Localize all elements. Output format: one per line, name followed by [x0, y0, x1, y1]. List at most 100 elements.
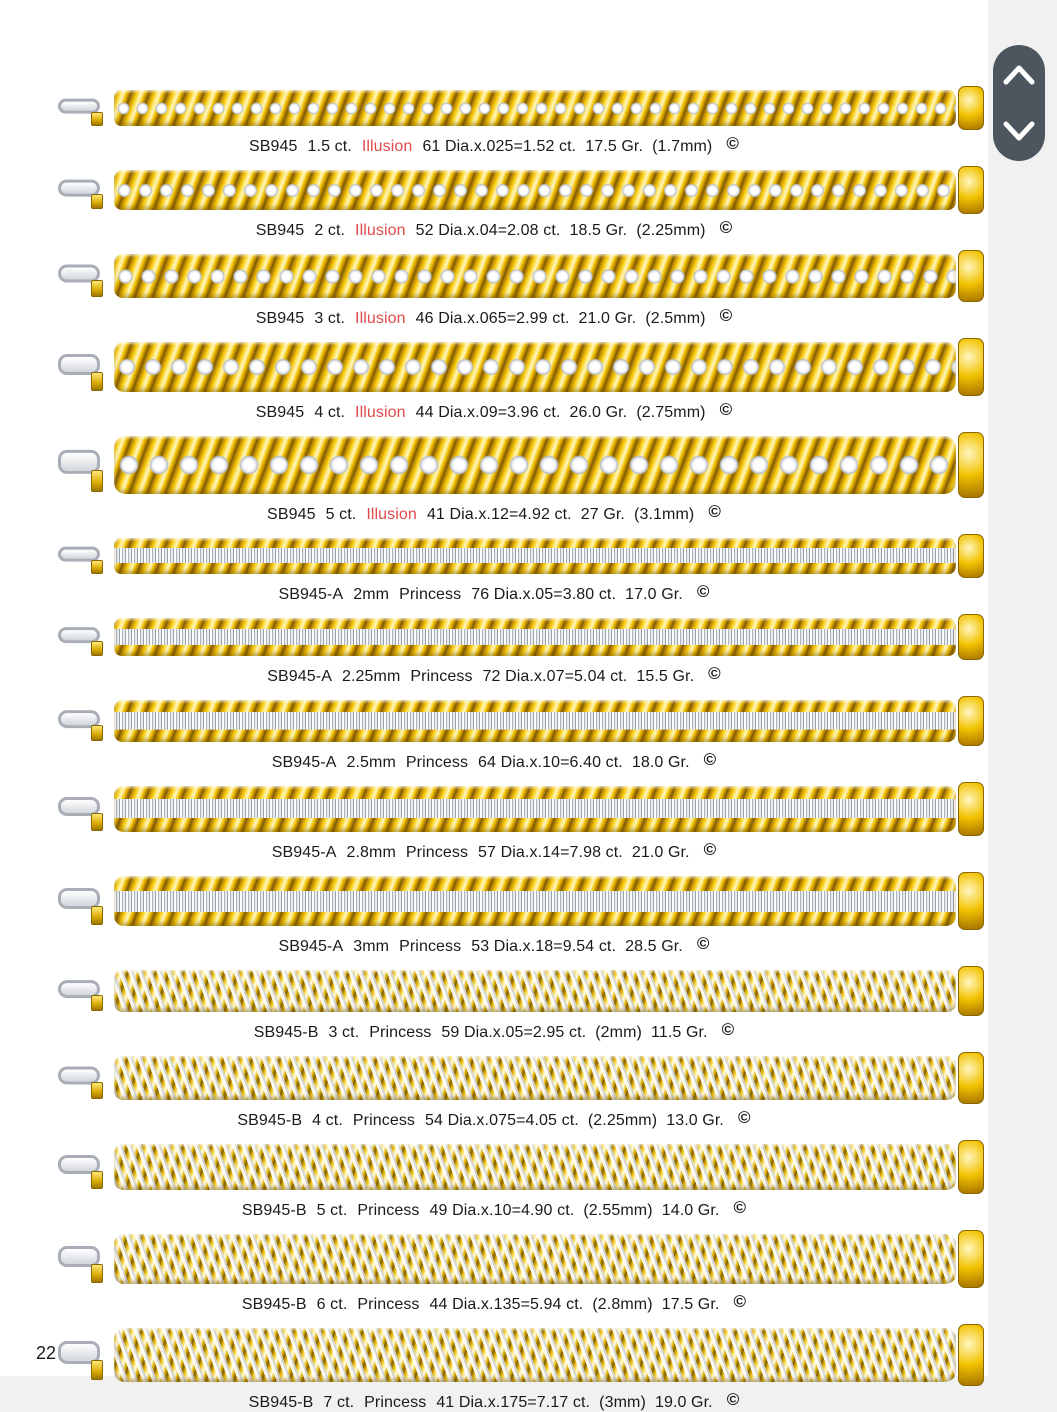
box-clasp-icon — [958, 1140, 984, 1194]
specs-label: 44 Dia.x.09=3.96 ct. 26.0 Gr. (2.75mm) — [415, 404, 706, 421]
size-label: 1.5 ct. — [307, 138, 352, 155]
copyright-symbol: © — [708, 502, 721, 521]
size-label: 2 ct. — [314, 222, 346, 239]
clasp-icon — [58, 338, 114, 396]
box-clasp-icon — [958, 782, 984, 836]
style-label: Illusion — [355, 310, 406, 327]
size-label: 4 ct. — [312, 1112, 343, 1129]
clasp-nub-icon — [91, 193, 103, 210]
box-clasp-icon — [958, 338, 984, 396]
clasp-nub-icon — [91, 640, 103, 656]
specs-label: 44 Dia.x.135=5.94 ct. (2.8mm) 17.5 Gr. — [429, 1296, 720, 1313]
bracelet-image — [58, 1140, 984, 1194]
chain-body — [114, 342, 956, 392]
clasp-tongue-icon — [58, 98, 100, 114]
clasp-tongue-icon — [58, 1245, 100, 1267]
copyright-symbol: © — [733, 1198, 747, 1217]
style-label: Illusion — [355, 404, 406, 421]
clasp-icon — [58, 86, 114, 130]
bracelet-caption: SB945-B 5 ct. Princess 49 Dia.x.10=4.90 ct.… — [0, 1199, 988, 1220]
bracelet-caption: SB945-B 3 ct. Princess 59 Dia.x.05=2.95 ct.… — [0, 1021, 988, 1042]
bracelet-image — [58, 782, 984, 836]
model-label: SB945-A — [271, 844, 337, 861]
box-clasp-icon — [958, 872, 984, 930]
style-label: Princess — [410, 668, 473, 685]
model-label: SB945-A — [267, 668, 332, 685]
copyright-symbol: © — [719, 306, 733, 325]
chain-body — [114, 90, 956, 126]
specs-label: 59 Dia.x.05=2.95 ct. (2mm) 11.5 Gr. — [441, 1024, 708, 1041]
box-clasp-icon — [958, 534, 984, 578]
clasp-nub-icon — [91, 371, 103, 391]
clasp-tongue-icon — [58, 353, 100, 375]
scroll-down-button[interactable] — [993, 111, 1045, 151]
bracelet-caption: SB945-A 3mm Princess 53 Dia.x.18=9.54 ct. 2… — [0, 935, 988, 956]
size-label: 2mm — [353, 586, 390, 603]
model-label: SB945-B — [241, 1296, 307, 1313]
clasp-icon — [58, 534, 114, 578]
bracelet-image — [58, 534, 984, 578]
style-label: Illusion — [366, 506, 417, 523]
bracelet-image — [58, 1052, 984, 1104]
bracelet-caption: SB945-A 2.5mm Princess 64 Dia.x.10=6.40 ct.… — [0, 751, 988, 772]
clasp-nub-icon — [91, 1359, 103, 1381]
size-label: 5 ct. — [325, 506, 357, 523]
bracelet-row: SB945 2 ct. Illusion 52 Dia.x.04=2.08 ct. 1… — [0, 166, 988, 240]
clasp-icon — [58, 1324, 114, 1386]
copyright-symbol: © — [726, 134, 739, 153]
bracelet-caption: SB945-A 2.25mm Princess 72 Dia.x.07=5.04 ct… — [0, 665, 988, 686]
clasp-tongue-icon — [58, 179, 100, 197]
clasp-nub-icon — [91, 111, 103, 126]
clasp-nub-icon — [91, 905, 103, 925]
specs-label: 52 Dia.x.04=2.08 ct. 18.5 Gr. (2.25mm) — [415, 222, 706, 239]
clasp-tongue-icon — [58, 449, 100, 475]
bracelet-image — [58, 614, 984, 660]
copyright-symbol: © — [696, 934, 710, 953]
specs-label: 57 Dia.x.14=7.98 ct. 21.0 Gr. — [478, 844, 690, 861]
clasp-icon — [58, 872, 114, 930]
clasp-icon — [58, 782, 114, 836]
clasp-nub-icon — [91, 280, 103, 298]
box-clasp-icon — [958, 1052, 984, 1104]
size-label: 2.5mm — [346, 754, 396, 771]
box-clasp-icon — [958, 166, 984, 214]
page-number: 22 — [36, 1343, 57, 1363]
bracelet-image — [58, 1230, 984, 1288]
style-label: Princess — [399, 938, 462, 955]
specs-label: 46 Dia.x.065=2.99 ct. 21.0 Gr. (2.5mm) — [415, 310, 706, 327]
size-label: 3 ct. — [328, 1024, 360, 1041]
clasp-tongue-icon — [58, 887, 100, 909]
bracelet-caption: SB945-A 2.8mm Princess 57 Dia.x.14=7.98 ct.… — [0, 841, 988, 862]
chain-body — [114, 876, 956, 926]
clasp-icon — [58, 1052, 114, 1104]
scroll-up-button[interactable] — [993, 55, 1045, 95]
chain-body — [114, 786, 956, 832]
clasp-nub-icon — [91, 470, 103, 492]
size-label: 7 ct. — [323, 1394, 355, 1411]
style-label: Illusion — [361, 138, 413, 155]
chain-body — [114, 970, 956, 1012]
copyright-symbol: © — [703, 840, 717, 859]
clasp-tongue-icon — [58, 710, 100, 728]
copyright-symbol: © — [721, 1020, 735, 1039]
size-label: 6 ct. — [316, 1296, 348, 1313]
specs-label: 76 Dia.x.05=3.80 ct. 17.0 Gr. — [471, 586, 683, 603]
bracelet-image — [58, 338, 984, 396]
clasp-nub-icon — [91, 725, 103, 742]
size-label: 5 ct. — [316, 1202, 348, 1219]
bracelet-row: SB945 4 ct. Illusion 44 Dia.x.09=3.96 ct. 2… — [0, 338, 988, 422]
model-label: SB945-B — [248, 1394, 314, 1411]
copyright-symbol: © — [737, 1108, 751, 1127]
bracelet-row: SB945-B 5 ct. Princess 49 Dia.x.10=4.90 ct.… — [0, 1140, 988, 1220]
size-label: 2.8mm — [346, 844, 396, 861]
clasp-tongue-icon — [58, 797, 100, 817]
bracelet-caption: SB945-A 2mm Princess 76 Dia.x.05=3.80 ct. 1… — [0, 583, 988, 604]
specs-label: 64 Dia.x.10=6.40 ct. 18.0 Gr. — [478, 754, 690, 771]
bracelet-caption: SB945 3 ct. Illusion 46 Dia.x.065=2.99 ct. … — [0, 307, 988, 328]
size-label: 3 ct. — [314, 310, 346, 327]
clasp-icon — [58, 1230, 114, 1288]
bracelet-row: SB945-B 4 ct. Princess 54 Dia.x.075=4.05 ct… — [0, 1052, 988, 1130]
bracelet-caption: SB945-B 7 ct. Princess 41 Dia.x.175=7.17 ct… — [0, 1391, 988, 1412]
copyright-symbol: © — [703, 750, 717, 769]
clasp-tongue-icon — [58, 627, 100, 644]
